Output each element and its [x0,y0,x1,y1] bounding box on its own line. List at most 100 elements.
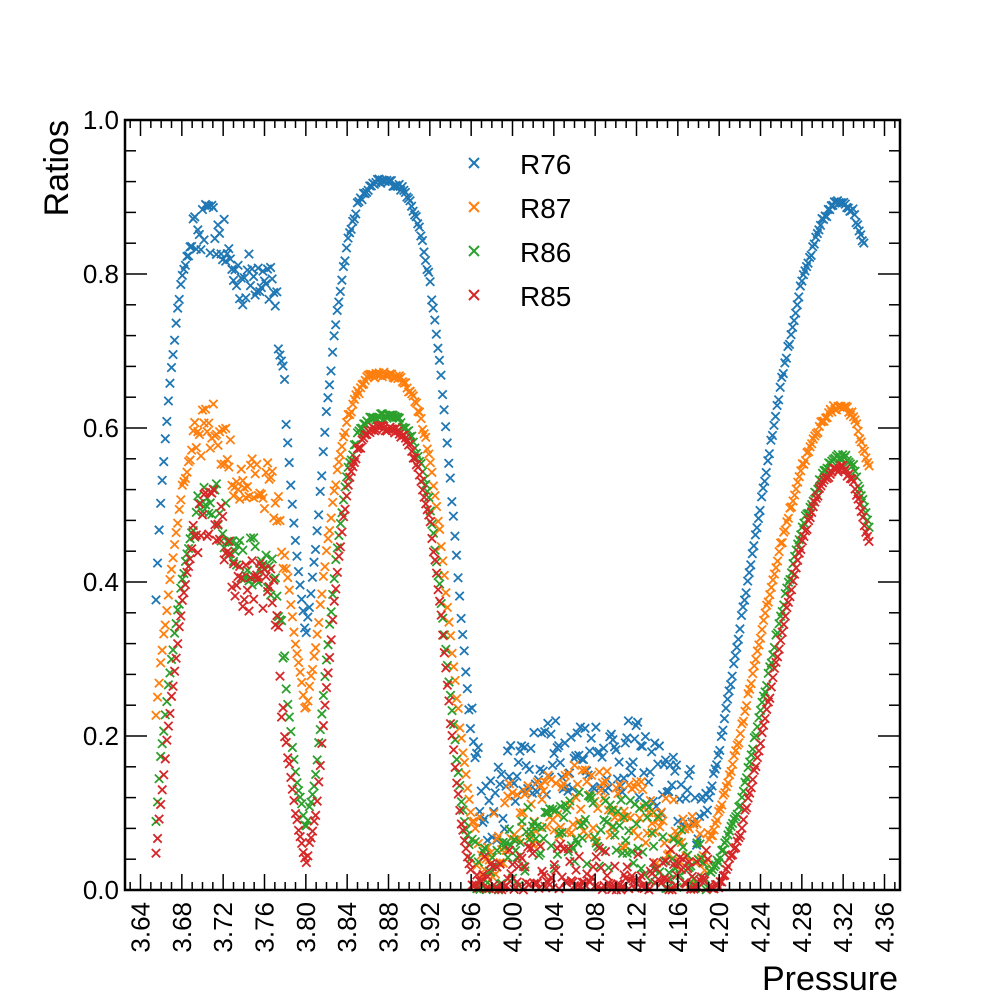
data-point-r76 [773,394,784,405]
data-point-r85 [692,857,702,867]
data-point-r85 [211,535,222,546]
data-point-r85 [244,606,254,616]
data-point-r87 [602,766,612,777]
data-point-r87 [747,668,758,679]
data-point-r76 [749,540,759,551]
data-point-r76 [419,247,429,257]
data-point-r87 [738,716,749,727]
data-point-r87 [461,769,471,780]
data-point-r76 [433,343,443,354]
data-point-r85 [332,567,343,578]
data-point-r85 [813,491,823,501]
data-point-r85 [344,472,355,483]
data-point-r85 [152,833,163,844]
data-point-r76 [346,224,356,235]
data-point-r85 [840,463,851,474]
data-point-r86 [227,537,237,547]
data-point-r76 [772,400,782,411]
data-point-r85 [282,752,293,763]
data-point-r76 [694,811,705,822]
data-point-r76 [293,566,304,577]
legend-label: R87 [520,193,571,224]
data-point-r85 [678,854,688,864]
data-point-r85 [751,761,761,772]
data-point-r85 [864,536,874,547]
data-point-r76 [446,496,457,507]
data-point-r76 [680,793,691,804]
data-point-r87 [538,786,549,796]
data-point-r87 [755,633,766,644]
data-point-r76 [437,389,448,400]
data-point-r85 [594,843,605,854]
data-point-r76 [790,308,801,318]
data-point-r87 [637,784,648,795]
data-point-r76 [278,361,288,371]
data-point-r86 [747,744,758,754]
data-point-r76 [183,251,194,261]
data-point-r86 [324,619,335,629]
data-point-r87 [324,525,335,536]
data-point-r87 [558,778,569,789]
x-axis-ticks: 3.64 3.68 3.72 3.76 3.80 3.84 3.88 3.92 3.96 4.00… [126,120,900,953]
data-point-r86 [323,639,333,650]
data-point-r76 [747,548,758,559]
data-point-r87 [163,590,174,600]
data-point-r85 [317,738,327,749]
data-point-r85 [174,621,185,632]
data-point-r85 [441,663,451,673]
x-axis-label: Pressure [762,960,898,998]
x-tick-label: 3.88 [374,902,404,953]
data-point-r85 [188,520,199,531]
data-point-r86 [420,479,431,490]
x-tick-label: 4.08 [580,902,610,953]
data-point-r76 [510,796,521,807]
data-point-r76 [338,261,349,272]
data-point-r86 [596,825,606,835]
data-point-r85 [799,531,809,542]
data-point-r85 [334,551,344,562]
data-point-r86 [317,709,327,719]
data-point-r85 [431,568,442,578]
data-point-r76 [591,722,601,732]
data-point-r85 [182,567,192,578]
data-point-r76 [333,297,344,307]
data-point-r87 [155,658,166,668]
data-point-r86 [447,705,457,716]
data-point-r76 [505,740,516,751]
data-point-r76 [428,303,439,313]
data-point-r86 [574,787,584,798]
data-point-r87 [582,776,592,787]
data-point-r76 [448,511,459,522]
data-point-r76 [330,319,341,330]
data-point-r76 [654,741,665,751]
data-point-r76 [685,764,696,775]
data-point-r76 [273,344,284,354]
data-point-r86 [180,556,191,567]
data-point-r86 [451,754,462,765]
data-point-r85 [231,580,242,591]
data-point-r87 [716,800,727,810]
data-point-r85 [434,596,445,607]
data-point-r76 [227,264,237,275]
data-point-r85 [180,579,191,590]
data-point-r76 [643,777,654,787]
data-point-r76 [733,634,744,645]
data-point-r76 [237,299,248,310]
data-point-r85 [286,772,296,783]
data-point-r86 [692,838,702,848]
data-point-r86 [678,842,688,852]
data-point-r86 [644,802,654,813]
data-point-r85 [171,653,181,664]
data-point-r76 [767,430,778,441]
data-point-r86 [310,769,321,780]
data-point-r87 [695,829,705,839]
data-point-r86 [580,814,591,825]
data-point-r85 [224,536,234,547]
data-point-r87 [224,462,234,472]
data-point-r87 [454,723,465,733]
data-point-r87 [228,491,239,501]
data-point-r87 [171,527,181,538]
data-point-r85 [504,845,515,856]
data-point-r87 [730,745,741,756]
data-point-r85 [248,594,259,605]
